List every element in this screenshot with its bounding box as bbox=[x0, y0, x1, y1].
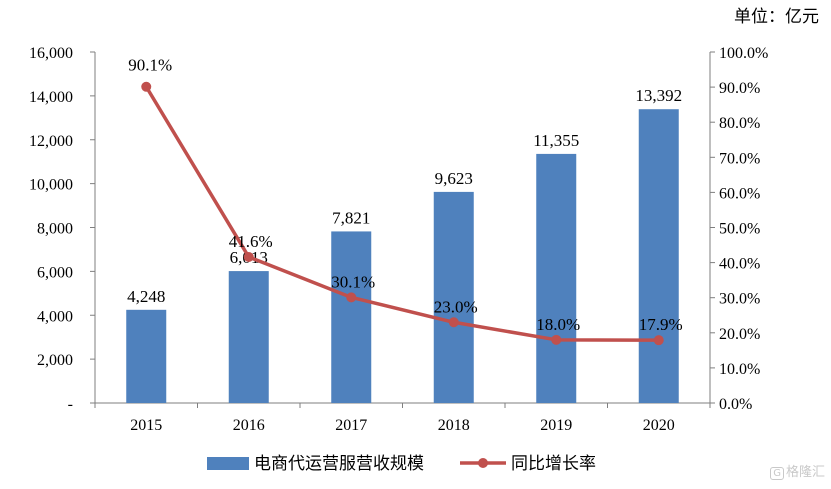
left-tick-label: 14,000 bbox=[29, 89, 73, 106]
growth-value-label: 23.0% bbox=[434, 297, 478, 316]
unit-label: 单位：亿元 bbox=[734, 7, 819, 26]
growth-value-label: 41.6% bbox=[229, 232, 273, 251]
left-tick-label: 16,000 bbox=[29, 45, 73, 62]
growth-value-label: 18.0% bbox=[536, 315, 580, 334]
growth-point bbox=[448, 317, 459, 328]
growth-line bbox=[144, 85, 659, 342]
bar bbox=[536, 153, 577, 403]
right-tick-label: 80.0% bbox=[719, 115, 760, 132]
right-tick-label: 0.0% bbox=[719, 396, 752, 413]
right-tick-label: 40.0% bbox=[719, 256, 760, 273]
watermark: G 格隆汇 bbox=[770, 461, 825, 480]
growth-value-label: 30.1% bbox=[331, 272, 375, 291]
legend-bar-label: 电商代运营服营收规模 bbox=[254, 454, 424, 473]
right-tick-label: 60.0% bbox=[719, 185, 760, 202]
bar-value-label: 13,392 bbox=[635, 86, 682, 105]
legend-bar-swatch bbox=[207, 457, 249, 470]
x-tick-label: 2015 bbox=[130, 417, 162, 434]
bar-value-label: 9,623 bbox=[435, 169, 473, 188]
bar bbox=[126, 309, 167, 403]
right-tick-label: 10.0% bbox=[719, 361, 760, 378]
bar bbox=[638, 109, 679, 403]
x-tick-label: 2016 bbox=[233, 417, 265, 434]
growth-point bbox=[551, 334, 562, 345]
right-tick-label: 20.0% bbox=[719, 326, 760, 343]
right-tick-label: 100.0% bbox=[719, 45, 768, 62]
left-tick-label: 2,000 bbox=[37, 352, 73, 369]
growth-point bbox=[653, 335, 664, 346]
growth-value-label: 17.9% bbox=[639, 315, 683, 334]
bar-value-label: 7,821 bbox=[332, 208, 370, 227]
bar-value-label: 11,355 bbox=[533, 131, 579, 150]
bar bbox=[433, 191, 474, 403]
bar-value-label: 4,248 bbox=[127, 287, 165, 306]
growth-point bbox=[346, 292, 357, 303]
left-tick-label: 4,000 bbox=[37, 308, 73, 325]
right-tick-label: 90.0% bbox=[719, 80, 760, 97]
left-tick-label: 12,000 bbox=[29, 133, 73, 150]
legend-line-label: 同比增长率 bbox=[511, 454, 596, 473]
watermark-logo-icon: G bbox=[770, 467, 784, 480]
left-tick-label: - bbox=[68, 396, 73, 413]
right-tick-label: 50.0% bbox=[719, 221, 760, 238]
growth-point bbox=[141, 81, 152, 92]
legend-line-marker bbox=[478, 458, 488, 468]
right-tick-label: 30.0% bbox=[719, 291, 760, 308]
left-tick-label: 6,000 bbox=[37, 264, 73, 281]
left-tick-label: 8,000 bbox=[37, 221, 73, 238]
growth-value-label: 90.1% bbox=[128, 56, 172, 75]
x-tick-label: 2018 bbox=[438, 417, 470, 434]
bar bbox=[228, 271, 269, 403]
x-tick-label: 2020 bbox=[643, 417, 675, 434]
right-tick-label: 70.0% bbox=[719, 150, 760, 167]
watermark-text: 格隆汇 bbox=[785, 465, 825, 480]
bar bbox=[331, 231, 372, 403]
growth-point bbox=[243, 251, 254, 262]
x-tick-label: 2019 bbox=[540, 417, 572, 434]
left-tick-label: 10,000 bbox=[29, 177, 73, 194]
x-tick-label: 2017 bbox=[335, 417, 367, 434]
